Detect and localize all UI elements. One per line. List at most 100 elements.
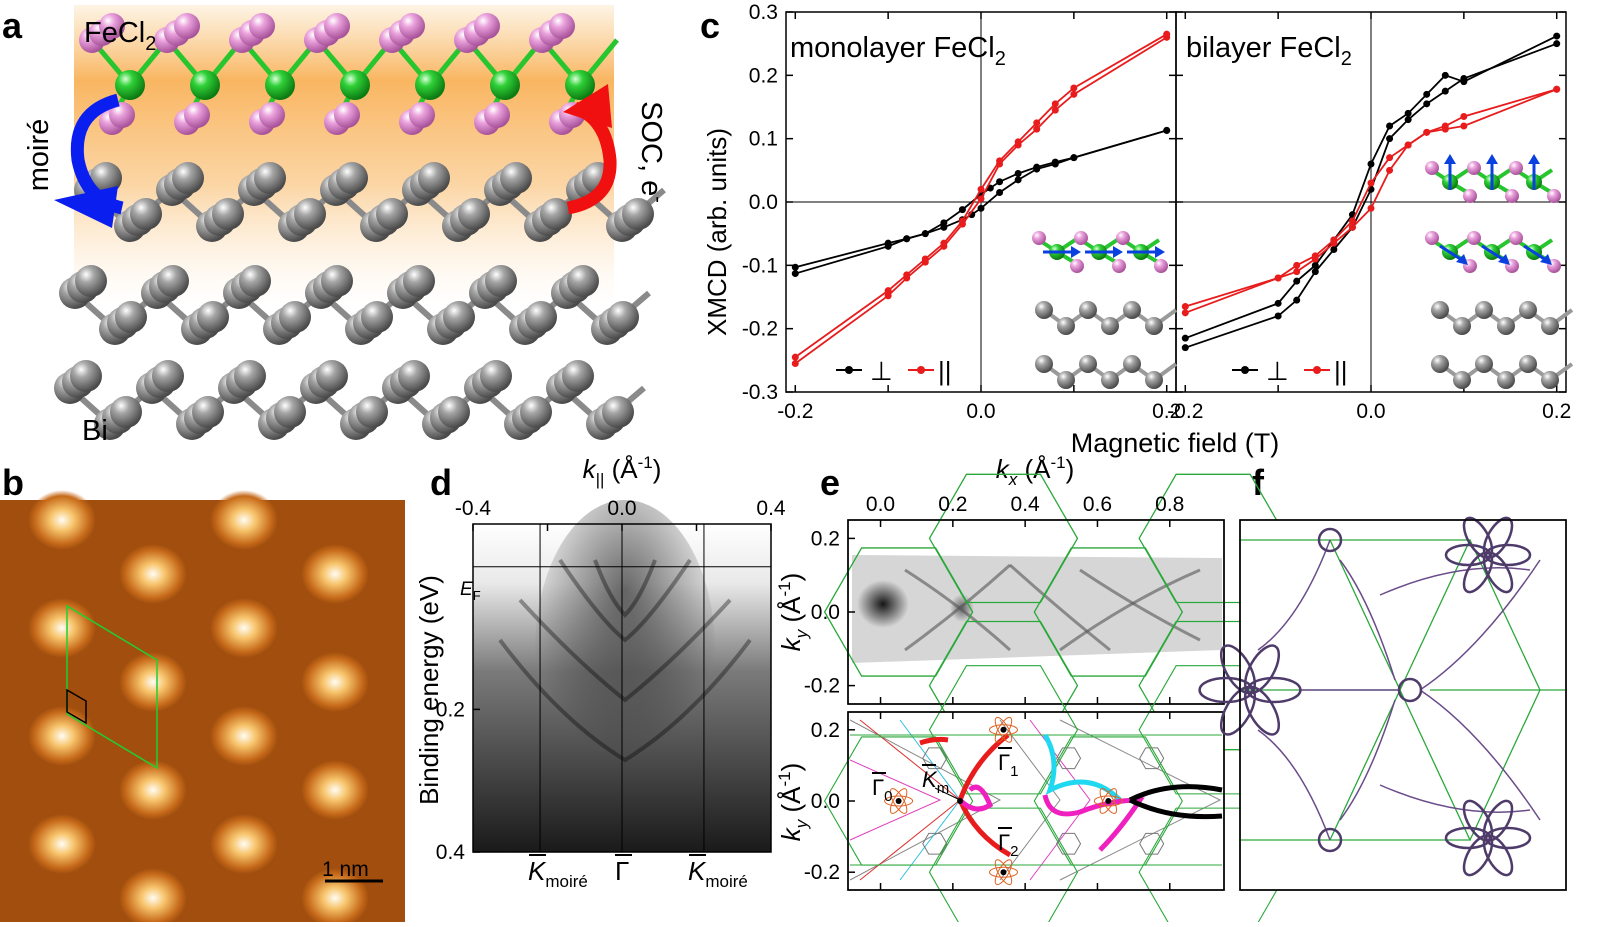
stm-bright-spot <box>119 652 187 712</box>
xmcd-data-point <box>1460 122 1468 130</box>
panel-letter-d: d <box>430 462 452 503</box>
panel-e-maps: kx (Å-1) 0.0 0.2 0.4 0.6 0.8 0.2 0.0 -0.2 ky (Å… <box>775 453 1288 927</box>
atomic-unit-cell <box>66 688 87 725</box>
e-xtick-label: 0.8 <box>1155 493 1184 516</box>
bi-atom <box>192 396 224 428</box>
bi-atom-inset <box>1079 355 1097 373</box>
arpes-xtick-label: 0.4 <box>756 497 786 520</box>
xmcd-data-point <box>884 242 892 250</box>
xmcd-data-point <box>1553 32 1561 40</box>
xmcd-data-point <box>940 239 948 247</box>
f-contour <box>1257 729 1331 841</box>
xmcd-data-point <box>1274 299 1282 307</box>
legend-monolayer: ⊥ || <box>836 356 952 386</box>
xmcd-data-point <box>1330 246 1338 253</box>
xmcd-data-point <box>1423 128 1431 136</box>
legend-perp-marker <box>845 366 853 374</box>
xmcd-xtick-label: -0.2 <box>1167 400 1203 423</box>
fe-atom <box>115 70 145 100</box>
e-xtick-label: 0.0 <box>866 493 895 516</box>
xmcd-data-point <box>977 204 985 212</box>
cl-atom <box>184 102 210 128</box>
xmcd-data-point <box>1330 236 1338 244</box>
orbital-icon <box>889 788 908 814</box>
xmcd-ytick-label: 0.0 <box>749 191 778 214</box>
xmcd-data-point <box>791 270 799 278</box>
bi-atom <box>110 396 142 428</box>
xmcd-ytick-label: 0.2 <box>749 64 778 87</box>
xmcd-data-point <box>1163 30 1171 38</box>
xmcd-data-point <box>1033 163 1041 171</box>
bi-atom <box>274 396 306 428</box>
xmcd-data-point <box>996 157 1004 165</box>
xmcd-data-point <box>1014 170 1022 177</box>
cl-atom <box>474 13 500 39</box>
panel-letters: a b c d e f <box>2 5 1265 503</box>
e-upper-feature <box>1079 568 1201 642</box>
bi-atom-inset <box>1541 317 1559 335</box>
f-contour <box>1379 567 1531 596</box>
cl-atom <box>174 13 200 39</box>
xmcd-data-point <box>1404 109 1412 117</box>
fe-atom <box>340 70 370 100</box>
panel-letter-f: f <box>1252 462 1265 503</box>
e-upper-feature <box>1059 568 1201 652</box>
xmcd-data-point <box>1014 176 1022 184</box>
moment-arrow <box>1481 244 1505 262</box>
structure-insets <box>1032 154 1574 389</box>
f-pocket <box>1482 799 1514 842</box>
moment-arrow <box>1439 244 1463 262</box>
legend-bilayer: ⊥ || <box>1232 356 1348 386</box>
xmcd-data-point <box>1348 223 1356 231</box>
xmcd-data-point <box>996 189 1004 196</box>
soc-label: SOC, e- <box>635 101 669 203</box>
stm-bright-spot <box>210 490 278 550</box>
stm-bright-spot <box>301 652 369 712</box>
xmcd-data-point <box>1181 344 1189 352</box>
stm-bright-spot <box>210 814 278 874</box>
brillouin-zone <box>922 832 948 855</box>
xmcd-data-point <box>1070 90 1078 98</box>
bi-atom-inset <box>1123 301 1141 319</box>
bi-atom <box>520 396 552 428</box>
bi-atom <box>418 162 450 194</box>
f-contour <box>1339 699 1396 821</box>
cl-atom <box>409 102 435 128</box>
orbital-icon <box>889 788 908 814</box>
f-contour <box>1257 539 1331 651</box>
xmcd-data-point <box>1033 119 1041 127</box>
arpes-xtick-label: -0.4 <box>455 497 492 520</box>
bi-atom <box>485 265 517 297</box>
f-contour <box>1419 559 1541 691</box>
xmcd-data-point <box>1070 84 1078 92</box>
xmcd-data-point <box>1386 154 1394 162</box>
e-thin-contour <box>1059 719 1222 881</box>
cl-atom <box>399 13 425 39</box>
xmcd-data-point <box>1070 154 1078 162</box>
xmcd-data-point <box>996 178 1004 186</box>
bi-atom-inset <box>1431 355 1449 373</box>
bi-atom <box>438 396 470 428</box>
e-lower-simulation <box>823 665 1288 927</box>
bi-atom-inset <box>1453 317 1471 335</box>
bi-atom <box>458 198 490 230</box>
cl-atom <box>324 13 350 39</box>
orbital-icon <box>994 716 1013 743</box>
xmcd-data-point <box>1423 90 1431 98</box>
e-thin-contour <box>849 719 1002 881</box>
brillouin-zone <box>1033 736 1183 866</box>
xmcd-data-point <box>1293 296 1301 304</box>
ef-label: EF <box>460 579 481 603</box>
xmcd-xtick-label: 0.0 <box>1356 400 1385 423</box>
e-red-contour <box>919 736 949 746</box>
arpes-ylabel: Binding energy (eV) <box>414 575 444 805</box>
panel-letter-c: c <box>700 5 720 46</box>
bi-atom <box>336 162 368 194</box>
xmcd-data-point <box>1553 40 1561 48</box>
xmcd-data-point <box>940 219 948 227</box>
xmcd-data-point <box>977 195 985 203</box>
cl-atom <box>249 13 275 39</box>
stm-bright-spot <box>28 490 96 550</box>
bi-atom <box>525 301 557 333</box>
